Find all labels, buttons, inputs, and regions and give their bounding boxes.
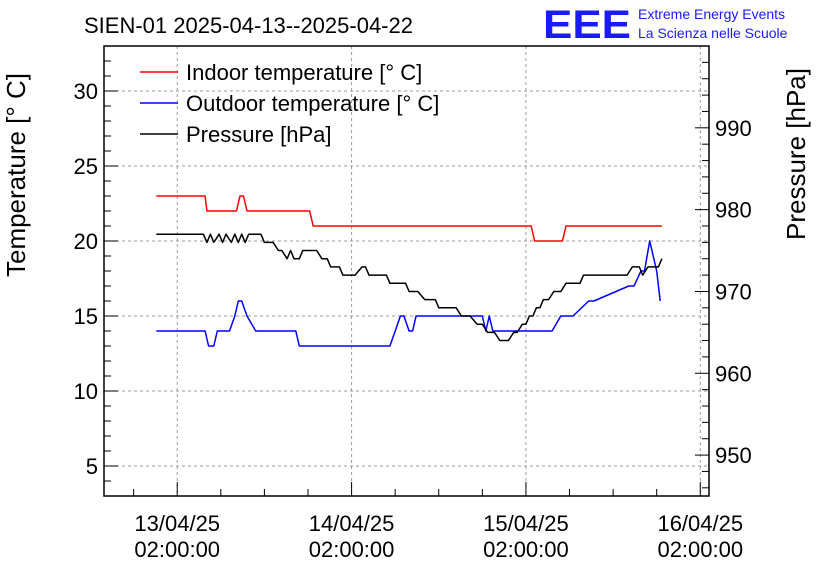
legend-label-pressure: Pressure [hPa] [186, 122, 332, 147]
y-axis-right-label: Pressure [hPa] [781, 68, 811, 240]
series-line-0 [156, 195, 662, 242]
y-left-tick-label-0: 5 [86, 454, 98, 479]
x-tick-label-date-1: 14/04/25 [309, 511, 395, 536]
legend-label-outdoor: Outdoor temperature [° C] [186, 91, 439, 116]
legend: Indoor temperature [° C] Outdoor tempera… [140, 60, 439, 147]
chart-title: SIEN-01 2025-04-13--2025-04-22 [84, 13, 413, 38]
series-line-2 [156, 233, 663, 342]
y-left-tick-label-3: 20 [74, 229, 98, 254]
x-tick-label-time-0: 02:00:00 [134, 537, 220, 562]
x-tick-label-time-3: 02:00:00 [657, 537, 743, 562]
y-right-tick-label-0: 950 [715, 443, 752, 468]
y-axis-left-label: Temperature [° C] [1, 73, 31, 277]
x-tick-label-date-2: 15/04/25 [483, 511, 569, 536]
logo-mark: EEE [543, 3, 631, 47]
series-line-1 [156, 240, 661, 347]
y-right-tick-label-4: 990 [715, 116, 752, 141]
logo-line-2: La Scienza nelle Scuole [638, 25, 788, 41]
x-tick-label-date-0: 13/04/25 [134, 511, 220, 536]
series-layer [156, 195, 663, 347]
grid-layer [104, 46, 709, 496]
y-right-tick-label-1: 960 [715, 361, 752, 386]
x-tick-label-date-3: 16/04/25 [657, 511, 743, 536]
x-tick-label-time-1: 02:00:00 [309, 537, 395, 562]
y-right-tick-label-2: 970 [715, 279, 752, 304]
y-right-tick-label-3: 980 [715, 198, 752, 223]
y-left-tick-label-1: 10 [74, 379, 98, 404]
legend-label-indoor: Indoor temperature [° C] [186, 60, 422, 85]
eee-logo: EEE Extreme Energy Events La Scienza nel… [543, 3, 788, 47]
logo-line-1: Extreme Energy Events [638, 6, 785, 22]
y-left-tick-label-5: 30 [74, 79, 98, 104]
y-left-tick-label-2: 15 [74, 304, 98, 329]
y-left-tick-label-4: 25 [74, 154, 98, 179]
x-tick-label-time-2: 02:00:00 [483, 537, 569, 562]
axes-layer: 5101520253095096097098099013/04/2502:00:… [74, 45, 752, 562]
